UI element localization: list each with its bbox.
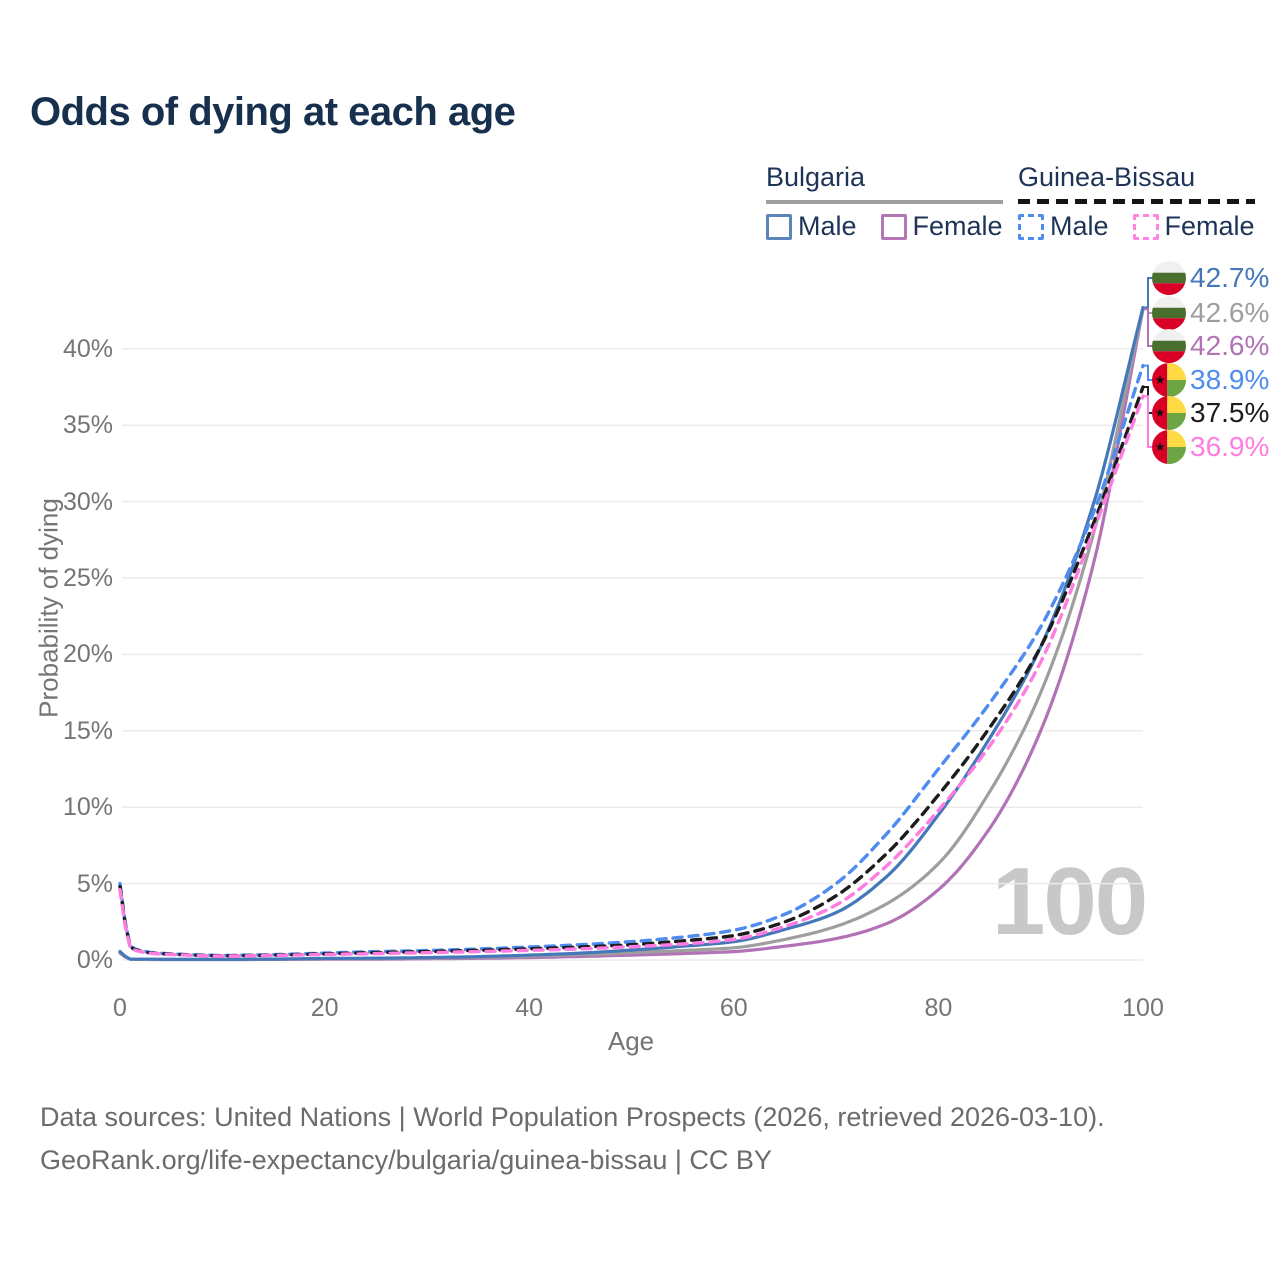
x-axis-tick-label: 80 (924, 994, 953, 1022)
legend-country-guinea-bissau: Guinea-Bissau (1018, 162, 1196, 192)
y-axis-tick-label: 5% (76, 869, 113, 898)
end-label-gw_both: 37.5% (1152, 395, 1269, 431)
end-label-bg_both: 42.6% (1152, 295, 1269, 331)
legend-swatch-guinea-bissau-male-icon (1018, 213, 1044, 240)
flag-icon-bulgaria (1152, 329, 1186, 363)
y-axis-tick-label: 40% (62, 334, 113, 363)
y-axis-tick-label: 10% (62, 793, 113, 822)
legend-swatch-bulgaria-male-icon (766, 213, 792, 240)
series-line-bg_male[interactable] (118, 305, 1145, 962)
legend-label-bulgaria-male: Male (798, 211, 857, 241)
y-axis-tick-label: 15% (62, 716, 113, 745)
end-label-leader-gw_female (1144, 395, 1152, 448)
end-label-value-gw_both: 37.5% (1190, 397, 1270, 428)
series-line-gw_male[interactable] (118, 363, 1145, 958)
end-label-value-gw_male: 38.9% (1190, 364, 1270, 395)
flag-icon-bulgaria (1152, 261, 1186, 295)
end-label-value-gw_female: 36.9% (1190, 431, 1270, 462)
legend-country-bulgaria: Bulgaria (766, 162, 866, 192)
footer-attribution: GeoRank.org/life-expectancy/bulgaria/gui… (40, 1145, 772, 1175)
flag-icon-guinea-bissau (1152, 430, 1186, 464)
footer-data-sources: Data sources: United Nations | World Pop… (40, 1102, 1105, 1132)
legend-swatch-guinea-bissau-female-icon (1132, 213, 1159, 240)
series-line-gw_female[interactable] (118, 394, 1145, 958)
end-label-leader-gw_male (1144, 364, 1152, 381)
series-line-bg_both[interactable] (118, 307, 1145, 962)
legend-label-guinea-bissau-female: Female (1164, 211, 1255, 241)
x-axis-tick-label: 60 (719, 994, 748, 1022)
x-axis-tick-label: 40 (515, 994, 544, 1022)
flag-icon-guinea-bissau (1152, 396, 1186, 430)
x-axis-tick-label: 0 (113, 994, 127, 1022)
end-label-value-bg_female: 42.6% (1190, 330, 1270, 361)
x-axis-tick-label: 100 (1122, 994, 1164, 1022)
end-label-gw_female: 36.9% (1152, 429, 1269, 465)
y-axis-tick-label: 25% (62, 564, 113, 592)
page-title: Odds of dying at each age (30, 90, 516, 134)
legend-entry-bulgaria-male[interactable]: Male (766, 211, 857, 242)
legend-linestyle-guinea-bissau (1018, 199, 1255, 204)
legend-entry-guinea-bissau-female[interactable]: Female (1132, 211, 1255, 242)
hover-age-indicator: 100 (992, 848, 1148, 955)
y-axis-tick-label: 20% (62, 640, 113, 669)
end-label-leader-bg_male (1144, 277, 1152, 309)
end-label-bg_male: 42.7% (1152, 260, 1269, 296)
flag-icon-guinea-bissau (1152, 363, 1186, 397)
end-label-value-bg_both: 42.6% (1190, 297, 1270, 328)
end-label-gw_male: 38.9% (1152, 362, 1269, 398)
legend-entry-guinea-bissau-male[interactable]: Male (1018, 211, 1109, 242)
legend-label-guinea-bissau-male: Male (1050, 211, 1109, 241)
flag-icon-bulgaria (1152, 296, 1186, 330)
y-axis-tick-label: 35% (62, 411, 113, 440)
series-line-bg_female[interactable] (118, 307, 1145, 962)
legend-entry-bulgaria-female[interactable]: Female (880, 211, 1003, 242)
legend-linestyle-bulgaria (766, 200, 1003, 204)
end-label-leader-bg_female (1144, 308, 1152, 347)
end-label-bg_female: 42.6% (1152, 328, 1269, 364)
series-line-gw_both[interactable] (118, 385, 1145, 958)
legend-label-bulgaria-female: Female (912, 211, 1003, 241)
y-axis-title: Probability of dying (33, 498, 64, 718)
end-label-value-bg_male: 42.7% (1190, 262, 1270, 293)
y-axis-tick-label: 0% (76, 946, 113, 974)
legend-group-guinea-bissau: Guinea-Bissau Male Female (1018, 162, 1255, 242)
legend-swatch-bulgaria-female-icon (880, 213, 907, 240)
x-axis-title: Age (607, 1026, 655, 1056)
legend-group-bulgaria: Bulgaria Male Female (766, 162, 1003, 242)
y-axis-tick-label: 30% (62, 487, 113, 516)
x-axis-tick-label: 20 (310, 994, 339, 1022)
